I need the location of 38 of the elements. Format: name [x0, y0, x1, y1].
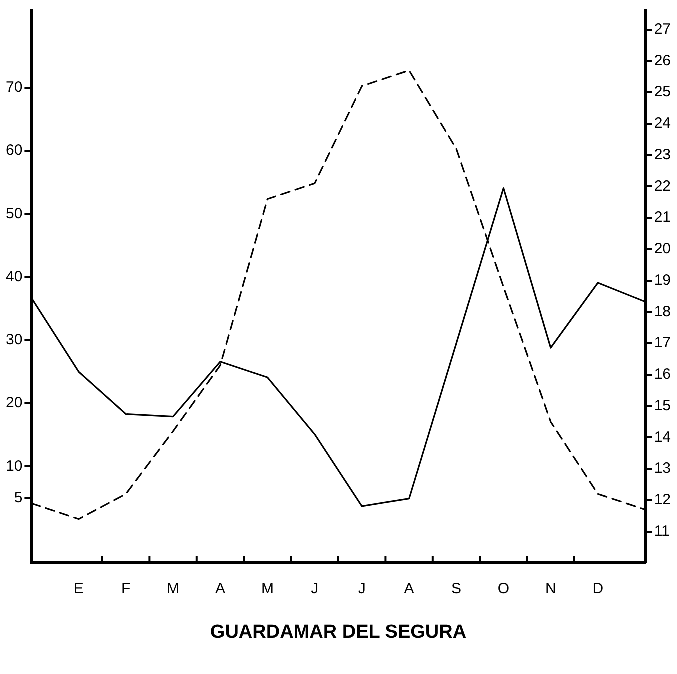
x-tick-label: E [74, 580, 84, 598]
y2-tick-label: 14 [654, 428, 672, 446]
x-tick-label: D [592, 580, 604, 598]
y2-tick-label: 21 [654, 209, 672, 226]
x-tick-label: S [452, 580, 462, 598]
y2-tick-label: 16 [654, 366, 672, 384]
y2-tick-label: 15 [654, 397, 672, 414]
x-tick-label: J [358, 580, 366, 598]
y2-tick-label: 20 [654, 240, 672, 258]
x-tick-label: M [167, 580, 180, 598]
y-tick-label: 20 [6, 394, 23, 412]
y2-tick-label: 17 [654, 334, 672, 352]
x-tick-label: N [545, 580, 556, 598]
y-tick-label: 30 [6, 332, 23, 349]
y2-tick-label: 26 [654, 52, 672, 70]
text: GUARDAMAR DEL SEGURA [210, 622, 467, 643]
y2-tick-label: 25 [654, 84, 672, 101]
x-tick-label: F [122, 580, 131, 598]
x-tick-label: O [498, 580, 510, 598]
y-tick-label: 5 [14, 489, 23, 506]
y-tick-label: 10 [6, 458, 23, 475]
y2-tick-label: 18 [654, 303, 672, 320]
y2-tick-label: 19 [654, 272, 672, 289]
y2-tick-label: 27 [654, 20, 672, 38]
y2-tick-label: 22 [654, 178, 672, 195]
y-tick-label: 60 [6, 142, 23, 160]
x-tick-label: J [311, 580, 319, 598]
y2-tick-label: 24 [654, 115, 672, 132]
y-tick-label: 40 [6, 268, 23, 286]
x-tick-label: A [404, 580, 414, 598]
x-tick-label: M [261, 580, 274, 598]
x-tick-label: A [215, 580, 226, 598]
y2-tick-label: 23 [654, 146, 672, 164]
y-tick-label: 70 [6, 79, 23, 96]
y2-tick-label: 12 [654, 492, 672, 509]
y-tick-label: 50 [6, 205, 23, 222]
y2-tick-label: 11 [654, 522, 670, 540]
y2-tick-label: 13 [654, 460, 672, 478]
